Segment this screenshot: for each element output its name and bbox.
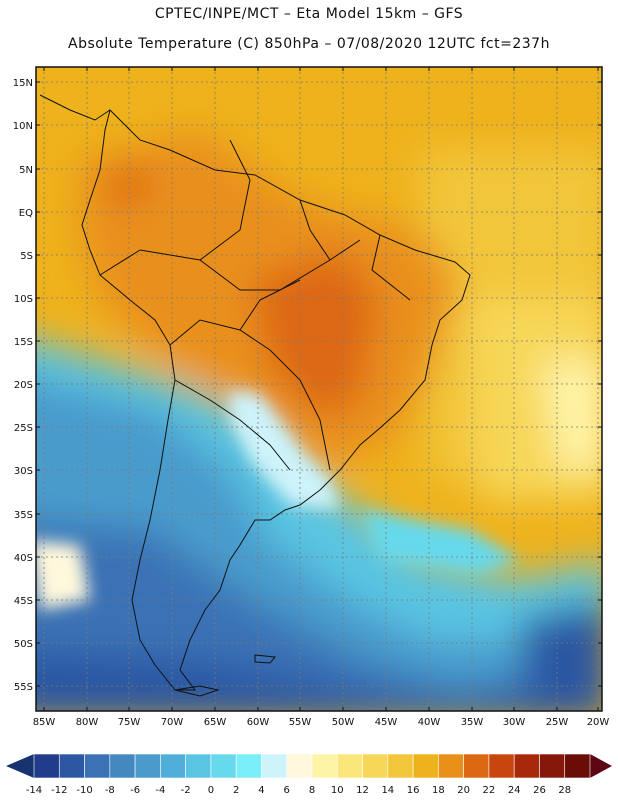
colorbar-label: -14 [26, 785, 42, 796]
plot-frame [35, 66, 603, 712]
colorbar-label: -6 [130, 785, 140, 796]
longitude-label: 45W [375, 717, 398, 728]
colorbar-swatch [311, 753, 338, 779]
longitude-label: 25W [546, 717, 569, 728]
colorbar-swatch [33, 753, 60, 779]
temperature-field [36, 67, 602, 711]
longitude-label: 55W [289, 717, 312, 728]
colorbar-label: 16 [407, 785, 420, 796]
colorbar-label: -10 [76, 785, 92, 796]
colorbar-label: 2 [233, 785, 239, 796]
latitude-label: 25S [14, 423, 33, 434]
graticule [36, 67, 602, 711]
longitude-label: 85W [33, 717, 56, 728]
colorbar-label: 14 [381, 785, 394, 796]
colorbar-label: 0 [208, 785, 214, 796]
colorbar-label: -2 [181, 785, 191, 796]
colorbar-swatch [438, 753, 464, 779]
longitude-label: 50W [332, 717, 355, 728]
colorbar-swatch [261, 753, 288, 779]
latitude-label: 15N [13, 78, 33, 89]
colorbar-label: 26 [533, 785, 546, 796]
latitude-label: 50S [14, 639, 33, 650]
colorbar-label: 24 [508, 785, 521, 796]
latitude-label: 45S [14, 596, 33, 607]
colorbar-label: -8 [105, 785, 115, 796]
colorbar-label: -12 [51, 785, 67, 796]
latitude-label: 15S [14, 337, 33, 348]
longitude-label: 20W [587, 717, 610, 728]
colorbar-label: 18 [432, 785, 445, 796]
longitude-labels: 85W 80W 75W 70W 65W 60W 55W 50W 45W 40W 35W 30W 25W 2… [33, 717, 610, 728]
colorbar-swatch [160, 753, 186, 779]
colorbar-swatch [539, 753, 566, 779]
colorbar-swatch [513, 753, 540, 779]
latitude-label: EQ [19, 208, 33, 219]
colorbar-swatch [412, 753, 439, 779]
longitude-label: 60W [247, 717, 270, 728]
latitude-label: 35S [14, 510, 33, 521]
colorbar-swatch [58, 753, 85, 779]
latitude-label: 30S [14, 466, 33, 477]
latitude-label: 5N [19, 165, 33, 176]
latitude-label: 10N [13, 121, 33, 132]
colorbar-swatch [134, 753, 161, 779]
colorbar-swatch [109, 753, 136, 779]
latitude-label: 20S [14, 380, 33, 391]
colorbar-label: 6 [284, 785, 290, 796]
colorbar-label: 8 [309, 785, 315, 796]
colorbar-swatch [336, 753, 363, 779]
color-legend: -14 -12 -10 -8 -6 -4 -2 0 2 4 6 8 10 12 14 16 18 20 22 24 26… [6, 753, 612, 796]
longitude-label: 40W [418, 717, 441, 728]
map-title-line-1: CPTEC/INPE/MCT – Eta Model 15km – GFS [154, 6, 464, 22]
colorbar-swatch [564, 753, 591, 779]
colorbar-label: -4 [155, 785, 165, 796]
longitude-label: 35W [461, 717, 484, 728]
latitude-label: 5S [20, 251, 33, 262]
colorbar-right-arrow [590, 754, 612, 778]
latitude-label: 10S [14, 294, 33, 305]
colorbar-swatch [362, 753, 389, 779]
colorbar-swatch [488, 753, 515, 779]
colorbar-swatch [84, 753, 111, 779]
latitude-label: 40S [14, 553, 33, 564]
coastlines [39, 94, 471, 697]
colorbar-left-arrow [6, 754, 34, 778]
map-title-line-2: Absolute Temperature (C) 850hPa – 07/08/… [68, 36, 550, 52]
axis-ticks [36, 67, 602, 711]
colorbar-label: 10 [331, 785, 344, 796]
longitude-label: 70W [161, 717, 184, 728]
colorbar-swatch [185, 753, 212, 779]
longitude-label: 65W [204, 717, 227, 728]
colorbar-label: 4 [258, 785, 264, 796]
latitude-label: 55S [14, 682, 33, 693]
colorbar-label: 22 [483, 785, 496, 796]
colorbar-label: 28 [558, 785, 571, 796]
colorbar-label: 20 [457, 785, 470, 796]
colorbar-swatch [387, 753, 414, 779]
longitude-label: 80W [76, 717, 99, 728]
colorbar-label: 12 [356, 785, 369, 796]
colorbar-swatch [210, 753, 237, 779]
colorbar-swatch [286, 753, 313, 779]
latitude-labels: 15N 10N 5N EQ 5S 10S 15S 20S 25S 30S 35S 40S 45S 50S 5… [13, 78, 33, 693]
colorbar-swatch [463, 753, 490, 779]
longitude-label: 75W [118, 717, 141, 728]
colorbar-swatch [235, 753, 262, 779]
longitude-label: 30W [503, 717, 526, 728]
